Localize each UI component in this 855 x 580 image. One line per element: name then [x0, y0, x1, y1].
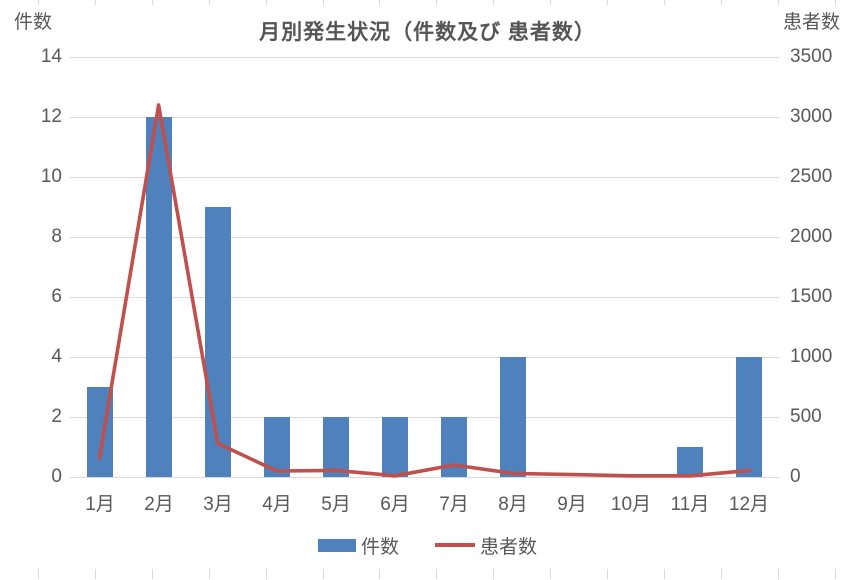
cell-border-tick: [664, 0, 665, 5]
bar-8月: [500, 357, 526, 477]
left-axis-tick: 2: [51, 406, 62, 427]
x-axis-label-11月: 11月: [670, 494, 710, 515]
x-axis-label-12月: 12月: [728, 494, 770, 515]
left-axis-tick: 4: [51, 346, 62, 367]
left-axis-tick: 0: [51, 466, 62, 487]
left-axis-tick: 8: [51, 226, 62, 247]
cell-border-tick: [493, 0, 494, 5]
right-axis-title: 患者数: [782, 12, 840, 33]
cell-border-tick: [835, 569, 836, 579]
x-axis-label-2月: 2月: [144, 494, 174, 515]
bar-3月: [205, 207, 231, 477]
cell-border-tick: [607, 0, 608, 5]
left-axis-tick: 6: [51, 286, 62, 307]
gridline: [70, 357, 779, 358]
right-axis-tick: 3000: [790, 106, 833, 127]
legend-line-swatch: [435, 543, 475, 547]
cell-border-tick: [38, 0, 39, 5]
cell-border-tick: [152, 0, 153, 5]
legend-bar-label: 件数: [360, 536, 399, 558]
x-axis-label-8月: 8月: [498, 494, 528, 515]
right-axis-tick: 2500: [790, 166, 833, 187]
cell-border-tick: [266, 0, 267, 5]
cell-border-tick: [379, 0, 380, 5]
right-axis-tick: 0: [790, 466, 801, 487]
x-axis-label-1月: 1月: [85, 494, 115, 515]
cell-border-tick: [436, 0, 437, 5]
gridline: [70, 477, 779, 478]
left-axis-title: 件数: [14, 12, 53, 33]
cell-border-tick: [38, 569, 39, 579]
x-axis-label-6月: 6月: [380, 494, 410, 515]
cell-border-tick: [323, 569, 324, 579]
gridline: [70, 177, 779, 178]
legend-line-label: 患者数: [480, 536, 538, 558]
cell-border-tick: [209, 569, 210, 579]
x-axis-label-3月: 3月: [203, 494, 233, 515]
gridline: [70, 57, 779, 58]
cell-border-tick: [835, 0, 836, 5]
cell-border-tick: [721, 569, 722, 579]
cell-border-tick: [550, 569, 551, 579]
x-axis-label-9月: 9月: [557, 494, 587, 515]
gridline: [70, 297, 779, 298]
left-axis-tick: 14: [40, 46, 62, 67]
gridline: [70, 417, 779, 418]
bar-4月: [264, 417, 290, 477]
right-axis-tick: 1000: [790, 346, 833, 367]
legend-bar-swatch: [317, 538, 356, 552]
bar-12月: [736, 357, 762, 477]
bar-2月: [146, 117, 172, 477]
left-axis-tick: 12: [40, 106, 62, 127]
bar-7月: [441, 417, 467, 477]
x-axis-label-4月: 4月: [262, 494, 292, 515]
cell-border-tick: [493, 569, 494, 579]
bar-1月: [87, 387, 113, 477]
right-axis-tick: 500: [790, 406, 822, 427]
cell-border-tick: [607, 569, 608, 579]
cell-border-tick: [778, 569, 779, 579]
gridline: [70, 237, 779, 238]
right-axis-tick: 3500: [790, 46, 833, 67]
cell-border-tick: [550, 0, 551, 5]
cell-border-tick: [152, 569, 153, 579]
legend-item-line: 患者数: [435, 532, 537, 559]
cell-border-tick: [721, 0, 722, 5]
cell-border-tick: [209, 0, 210, 5]
cell-border-tick: [95, 0, 96, 5]
patients-line: [97, 103, 752, 478]
x-axis-label-10月: 10月: [610, 494, 652, 515]
cell-border-tick: [778, 0, 779, 5]
x-axis-label-5月: 5月: [321, 494, 351, 515]
cell-border-tick: [436, 569, 437, 579]
left-axis-tick: 10: [40, 166, 62, 187]
cell-border-tick: [95, 569, 96, 579]
cell-border-tick: [379, 569, 380, 579]
legend: 件数 患者数: [0, 532, 855, 559]
bar-5月: [323, 417, 349, 477]
gridline: [70, 117, 779, 118]
bar-11月: [677, 447, 703, 477]
cell-border-tick: [323, 0, 324, 5]
line-series: [97, 103, 752, 478]
right-axis-tick: 1500: [790, 286, 833, 307]
legend-item-bar: 件数: [317, 532, 399, 559]
bar-6月: [382, 417, 408, 477]
right-axis-tick: 2000: [790, 226, 833, 247]
cell-border-tick: [664, 569, 665, 579]
x-axis-label-7月: 7月: [439, 494, 469, 515]
cell-border-tick: [266, 569, 267, 579]
chart-title: 月別発生状況（件数及び 患者数）: [259, 21, 596, 44]
